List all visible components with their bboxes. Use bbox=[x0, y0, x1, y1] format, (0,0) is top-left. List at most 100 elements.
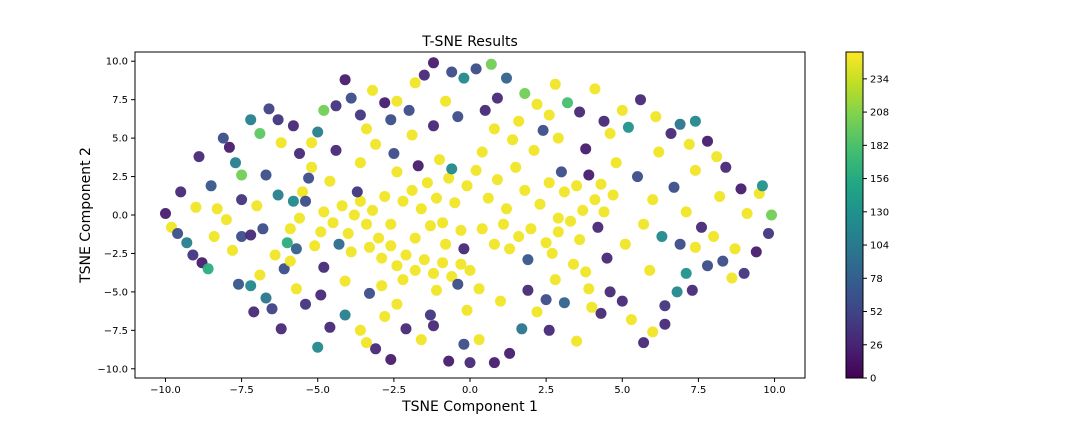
scatter-point bbox=[251, 200, 263, 212]
scatter-point bbox=[187, 249, 199, 261]
scatter-point bbox=[294, 212, 305, 224]
scatter-point bbox=[458, 338, 470, 350]
scatter-point bbox=[385, 114, 397, 126]
scatter-point bbox=[488, 357, 500, 369]
scatter-point bbox=[516, 323, 528, 335]
scatter-point bbox=[726, 272, 738, 284]
scatter-point bbox=[473, 334, 485, 346]
scatter-point bbox=[324, 321, 336, 333]
scatter-point bbox=[504, 243, 516, 255]
scatter-point bbox=[388, 148, 400, 159]
scatter-point bbox=[428, 57, 439, 69]
scatter-point bbox=[735, 183, 747, 195]
scatter-point bbox=[461, 180, 473, 192]
scatter-point bbox=[586, 301, 598, 313]
scatter-point bbox=[160, 208, 171, 219]
x-tick-label: 0.0 bbox=[462, 385, 478, 396]
scatter-point bbox=[263, 103, 275, 115]
scatter-point bbox=[491, 92, 503, 104]
scatter-point bbox=[738, 267, 750, 279]
scatter-point bbox=[702, 135, 713, 147]
scatter-point bbox=[348, 209, 360, 221]
scatter-point bbox=[248, 306, 260, 318]
scatter-point bbox=[379, 191, 391, 202]
scatter-point bbox=[619, 238, 631, 250]
scatter-point bbox=[306, 137, 318, 149]
scatter-point bbox=[397, 274, 409, 286]
scatter-point bbox=[315, 289, 327, 301]
scatter-point bbox=[577, 204, 589, 216]
scatter-point bbox=[443, 355, 455, 367]
scatter-point bbox=[290, 283, 302, 295]
scatter-point bbox=[729, 243, 741, 255]
scatter-point bbox=[491, 174, 503, 186]
scatter-point bbox=[568, 258, 579, 270]
scatter-point bbox=[528, 144, 540, 156]
scatter-point bbox=[458, 72, 470, 84]
scatter-point bbox=[412, 160, 424, 172]
scatter-point bbox=[464, 357, 476, 369]
scatter-point bbox=[583, 283, 595, 295]
scatter-point bbox=[464, 264, 476, 276]
scatter-point bbox=[409, 264, 421, 276]
scatter-point bbox=[552, 132, 564, 144]
y-tick-label: 2.5 bbox=[112, 172, 128, 183]
scatter-point bbox=[339, 74, 351, 86]
scatter-point bbox=[644, 264, 656, 276]
scatter-point bbox=[501, 72, 512, 84]
scatter-point bbox=[312, 341, 324, 353]
scatter-point bbox=[278, 263, 290, 275]
x-tick-label: −10.0 bbox=[150, 385, 181, 396]
scatter-point bbox=[689, 241, 701, 253]
scatter-point bbox=[370, 138, 382, 150]
scatter-point bbox=[367, 204, 378, 216]
scatter-point bbox=[452, 278, 464, 290]
y-axis-title: TSNE Component 2 bbox=[78, 147, 94, 284]
scatter-point bbox=[284, 223, 296, 235]
scatter-point bbox=[766, 209, 777, 221]
scatter-point bbox=[604, 286, 616, 298]
scatter-point bbox=[495, 295, 506, 307]
scatter-point bbox=[519, 184, 531, 196]
x-tick-label: 7.5 bbox=[690, 385, 706, 396]
scatter-point bbox=[507, 134, 519, 146]
scatter-point bbox=[345, 92, 357, 104]
scatter-point bbox=[714, 191, 726, 202]
scatter-point bbox=[294, 148, 305, 159]
colorbar-tick-label: 0 bbox=[870, 374, 876, 385]
scatter-point bbox=[763, 228, 774, 239]
scatter-point bbox=[428, 267, 439, 279]
scatter-point bbox=[418, 254, 430, 266]
scatter-point bbox=[443, 172, 455, 184]
scatter-point bbox=[333, 238, 345, 250]
scatter-point bbox=[361, 337, 372, 349]
scatter-point bbox=[510, 161, 522, 173]
scatter-point bbox=[300, 195, 311, 207]
scatter-point bbox=[373, 232, 385, 244]
scatter-point bbox=[665, 128, 677, 139]
scatter-point bbox=[406, 129, 418, 141]
scatter-point bbox=[689, 164, 701, 176]
scatter-point bbox=[598, 206, 610, 218]
scatter-point bbox=[543, 109, 555, 121]
scatter-point bbox=[245, 229, 257, 241]
scatter-point bbox=[580, 143, 592, 155]
scatter-point bbox=[434, 154, 445, 166]
y-tick-label: −7.5 bbox=[104, 326, 128, 337]
scatter-point bbox=[233, 278, 244, 290]
scatter-point bbox=[531, 98, 543, 110]
scatter-point bbox=[647, 326, 659, 338]
scatter-point bbox=[211, 203, 223, 215]
scatter-point bbox=[558, 297, 570, 309]
scatter-point bbox=[680, 267, 692, 279]
scatter-point bbox=[610, 157, 622, 169]
x-axis: −10.0 −7.5 −5.0 −2.5 0.0 2.5 5.0 7.5 10.0 bbox=[150, 378, 786, 396]
colorbar: 0 26 52 78 104 130 156 182 208 234 bbox=[845, 51, 889, 385]
scatter-point bbox=[440, 95, 452, 107]
scatter-point bbox=[281, 237, 293, 249]
scatter-point bbox=[385, 218, 397, 230]
scatter-point bbox=[315, 226, 327, 238]
scatter-point bbox=[488, 123, 500, 135]
